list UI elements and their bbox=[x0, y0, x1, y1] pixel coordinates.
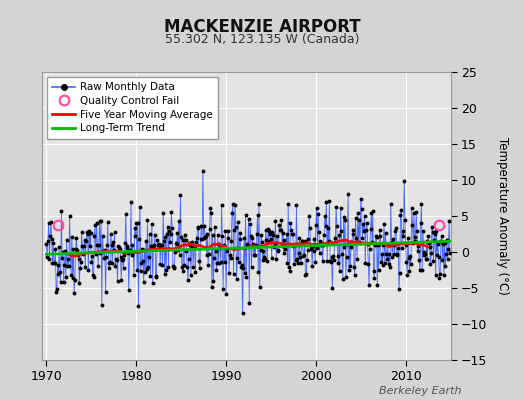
Legend: Raw Monthly Data, Quality Control Fail, Five Year Moving Average, Long-Term Tren: Raw Monthly Data, Quality Control Fail, … bbox=[47, 77, 219, 138]
Text: MACKENZIE AIRPORT: MACKENZIE AIRPORT bbox=[163, 18, 361, 36]
Text: 55.302 N, 123.135 W (Canada): 55.302 N, 123.135 W (Canada) bbox=[165, 33, 359, 46]
Y-axis label: Temperature Anomaly (°C): Temperature Anomaly (°C) bbox=[496, 137, 509, 295]
Text: Berkeley Earth: Berkeley Earth bbox=[379, 386, 461, 396]
